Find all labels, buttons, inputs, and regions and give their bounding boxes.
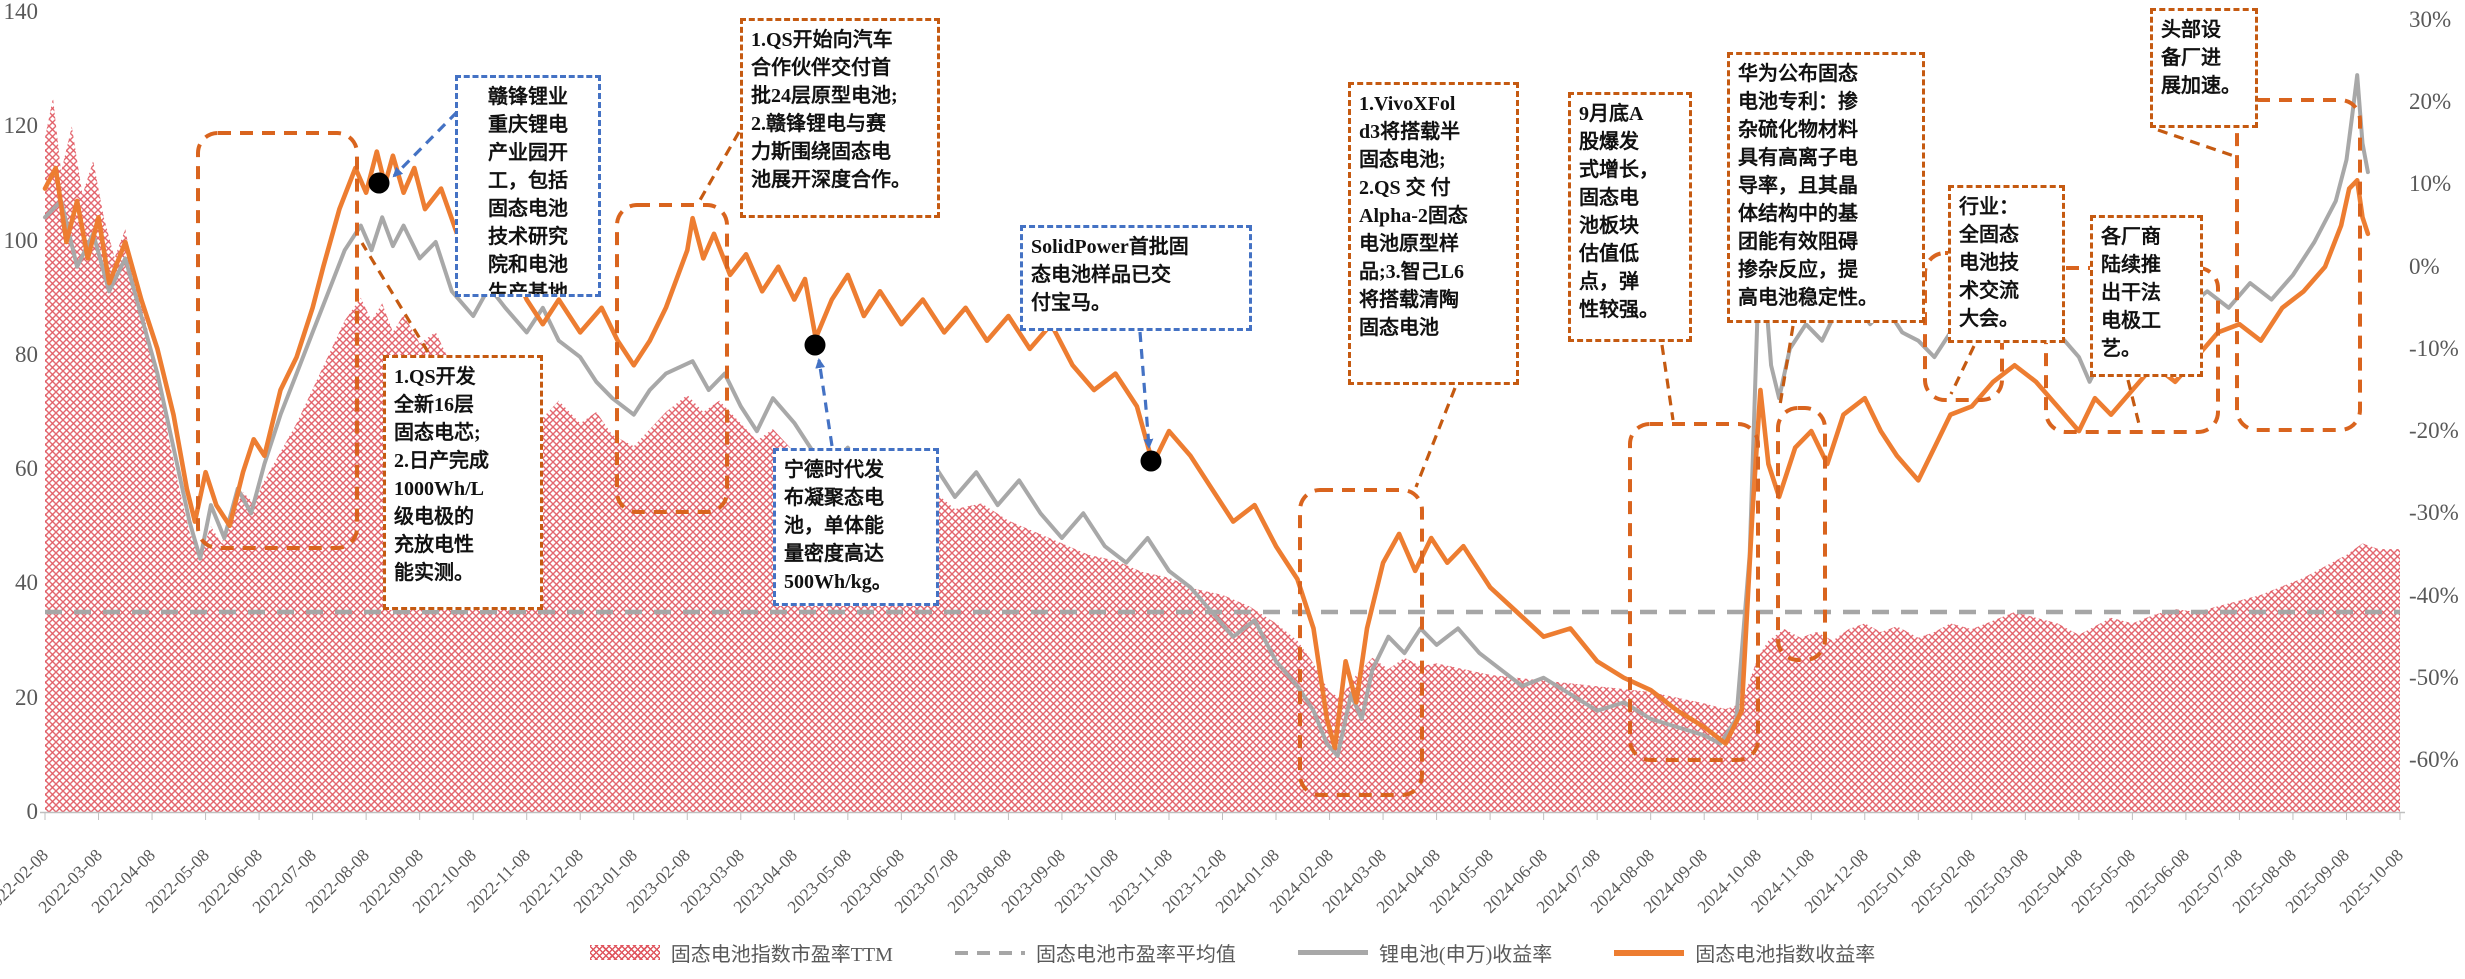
chart-legend: 固态电池指数市盈率TTM 固态电池市盈率平均值 锂电池(申万)收益率 固态电池指数收益… — [0, 938, 2465, 967]
highlight-region — [1298, 488, 1424, 797]
solid-state-index-return-line — [42, 149, 2371, 751]
annotation-box-qs-24-layer-delivery: 1.QS开始向汽车 合作伙伴交付首 批24层原型电池; 2.赣锋锂电与赛 力斯围… — [740, 18, 940, 218]
y-right-tick-label: 30% — [2409, 7, 2452, 32]
y-left-tick-label: 80 — [15, 341, 38, 367]
event-dot — [1140, 450, 1162, 472]
event-dot — [368, 172, 390, 194]
y-right-tick-label: -60% — [2409, 747, 2459, 772]
legend-item: 固态电池指数市盈率TTM — [589, 938, 893, 967]
annotation-box-ganfeng-park: 赣锋锂业 重庆锂电 产业园开 工，包括 固态电池 技术研究 院和电池 生产基地 — [455, 75, 601, 297]
y-right-tick-label: -30% — [2409, 500, 2459, 526]
y-left-tick-label: 60 — [15, 456, 38, 482]
pe-ttm-area — [45, 97, 2400, 812]
legend-swatch-solid-gray-icon — [1297, 950, 1368, 955]
event-connector — [2157, 128, 2235, 158]
highlight-region — [1776, 406, 1827, 662]
y-right-tick-label: -50% — [2409, 664, 2459, 690]
y-left-tick-label: 100 — [3, 227, 39, 253]
event-connector — [392, 110, 459, 178]
y-left-tick-label: 120 — [3, 113, 39, 139]
annotation-box-industry-conference: 行业： 全固态 电池技 术交流 大会。 — [1948, 185, 2065, 343]
highlight-region — [2235, 98, 2362, 432]
y-right-tick-label: -40% — [2409, 582, 2459, 608]
y-left-tick-label: 0 — [26, 799, 39, 824]
annotation-box-catl-condensed-battery: 宁德时代发 布凝聚态电 池，单体能 量密度高达 500Wh/kg。 — [773, 448, 939, 606]
legend-label: 固态电池指数收益率 — [1695, 944, 1876, 966]
event-connector — [698, 131, 741, 201]
legend-swatch-hatch-icon — [589, 945, 660, 960]
annotation-box-solidpower-bmw: SolidPower首批固 态电池样品已交 付宝马。 — [1020, 225, 1252, 331]
event-connector — [815, 358, 834, 447]
y-right-tick-label: 20% — [2409, 89, 2452, 115]
y-right-tick-label: -10% — [2409, 335, 2459, 361]
annotation-box-huawei-patent: 华为公布固态 电池专利：掺 杂硫化物材料 具有高离子电 导率，且其晶 体结构中的… — [1727, 52, 1925, 323]
y-left-tick-label: 140 — [3, 0, 39, 24]
y-right-tick-label: 0% — [2409, 253, 2440, 279]
legend-item: 固态电池市盈率平均值 — [954, 938, 1236, 967]
legend-label: 固态电池市盈率平均值 — [1035, 944, 1236, 966]
annotation-box-september-a-share-rally: 9月底A 股爆发 式增长， 固态电 池板块 估值低 点，弹 性较强。 — [1568, 92, 1692, 342]
event-dot — [804, 334, 826, 356]
annotation-box-dry-electrode-process: 各厂商 陆续推 出干法 电极工 艺。 — [2090, 215, 2203, 377]
annotation-box-qs-16-layer-nissan: 1.QS开发 全新16层 固态电芯; 2.日产完成 1000Wh/L 级电极的 … — [383, 355, 543, 610]
event-connector — [1414, 387, 1457, 488]
event-connector — [1778, 325, 1795, 406]
event-connector — [1949, 345, 1976, 395]
highlight-region — [615, 203, 729, 514]
y-right-tick-label: -20% — [2409, 418, 2459, 444]
legend-label: 锂电池(申万)收益率 — [1378, 944, 1553, 966]
y-right-tick-label: 10% — [2409, 171, 2452, 197]
y-left-tick-label: 20 — [15, 684, 38, 710]
annotation-box-equipment-makers-progress: 头部设 备厂进 展加速。 — [2150, 8, 2258, 128]
legend-item: 固态电池指数收益率 — [1614, 938, 1875, 967]
event-connector — [2126, 379, 2142, 429]
y-left-tick-label: 40 — [15, 570, 38, 596]
event-connector — [1660, 344, 1675, 421]
legend-swatch-dashed-gray-icon — [954, 950, 1025, 955]
event-connector — [1138, 331, 1154, 449]
annotation-box-vivo-qs-zhiji: 1.VivoXFol d3将搭载半 固态电池; 2.QS 交 付 Alpha-2… — [1348, 82, 1519, 385]
highlight-region — [196, 131, 359, 550]
event-connector — [360, 242, 430, 353]
legend-label: 固态电池指数市盈率TTM — [670, 944, 893, 966]
highlight-region — [1628, 422, 1760, 762]
legend-swatch-solid-orange-icon — [1614, 949, 1685, 956]
legend-item: 锂电池(申万)收益率 — [1297, 938, 1553, 967]
